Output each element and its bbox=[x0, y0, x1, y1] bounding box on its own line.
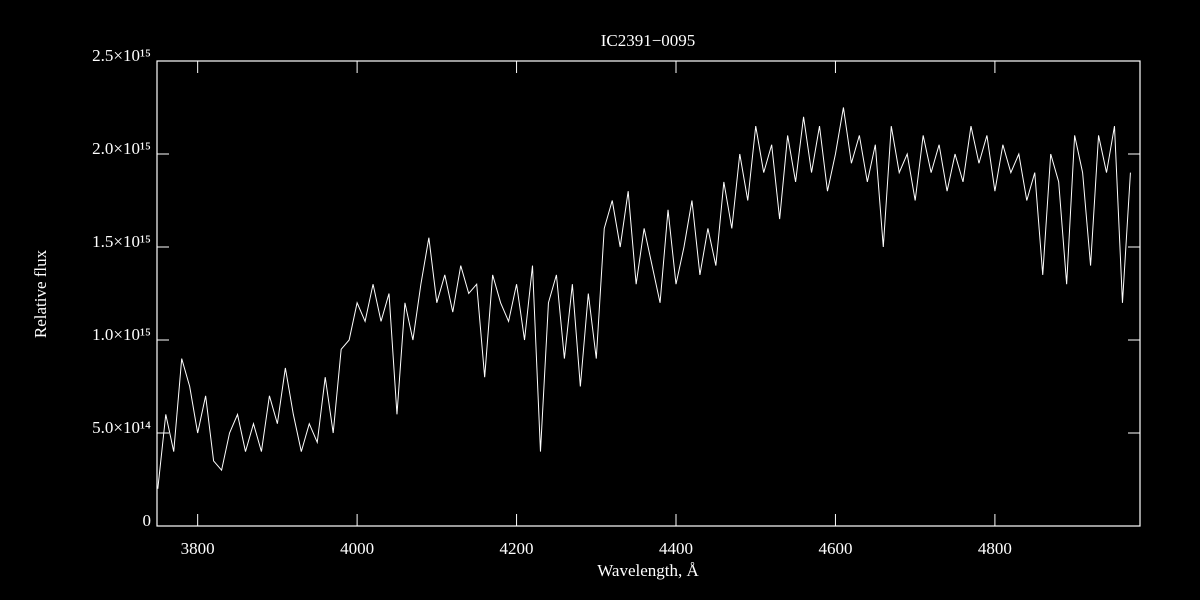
x-axis-label: Wavelength, Å bbox=[597, 561, 699, 580]
y-tick-label: 2.0×10¹⁵ bbox=[92, 139, 151, 158]
x-tick-label: 3800 bbox=[181, 539, 215, 558]
chart-title: IC2391−0095 bbox=[601, 31, 696, 50]
plot-frame bbox=[156, 60, 1141, 527]
x-tick-label: 4800 bbox=[978, 539, 1012, 558]
x-tick-label: 4600 bbox=[818, 539, 852, 558]
spectrum-line bbox=[157, 107, 1131, 489]
y-axis-label: Relative flux bbox=[31, 249, 50, 338]
y-tick-label: 1.0×10¹⁵ bbox=[92, 325, 151, 344]
y-tick-label: 5.0×10¹⁴ bbox=[92, 418, 151, 437]
x-tick-label: 4200 bbox=[500, 539, 534, 558]
y-tick-label: 1.5×10¹⁵ bbox=[92, 232, 151, 251]
x-tick-label: 4000 bbox=[340, 539, 374, 558]
y-tick-label: 0 bbox=[143, 511, 152, 530]
x-tick-label: 4400 bbox=[659, 539, 693, 558]
y-tick-label: 2.5×10¹⁵ bbox=[92, 46, 151, 65]
